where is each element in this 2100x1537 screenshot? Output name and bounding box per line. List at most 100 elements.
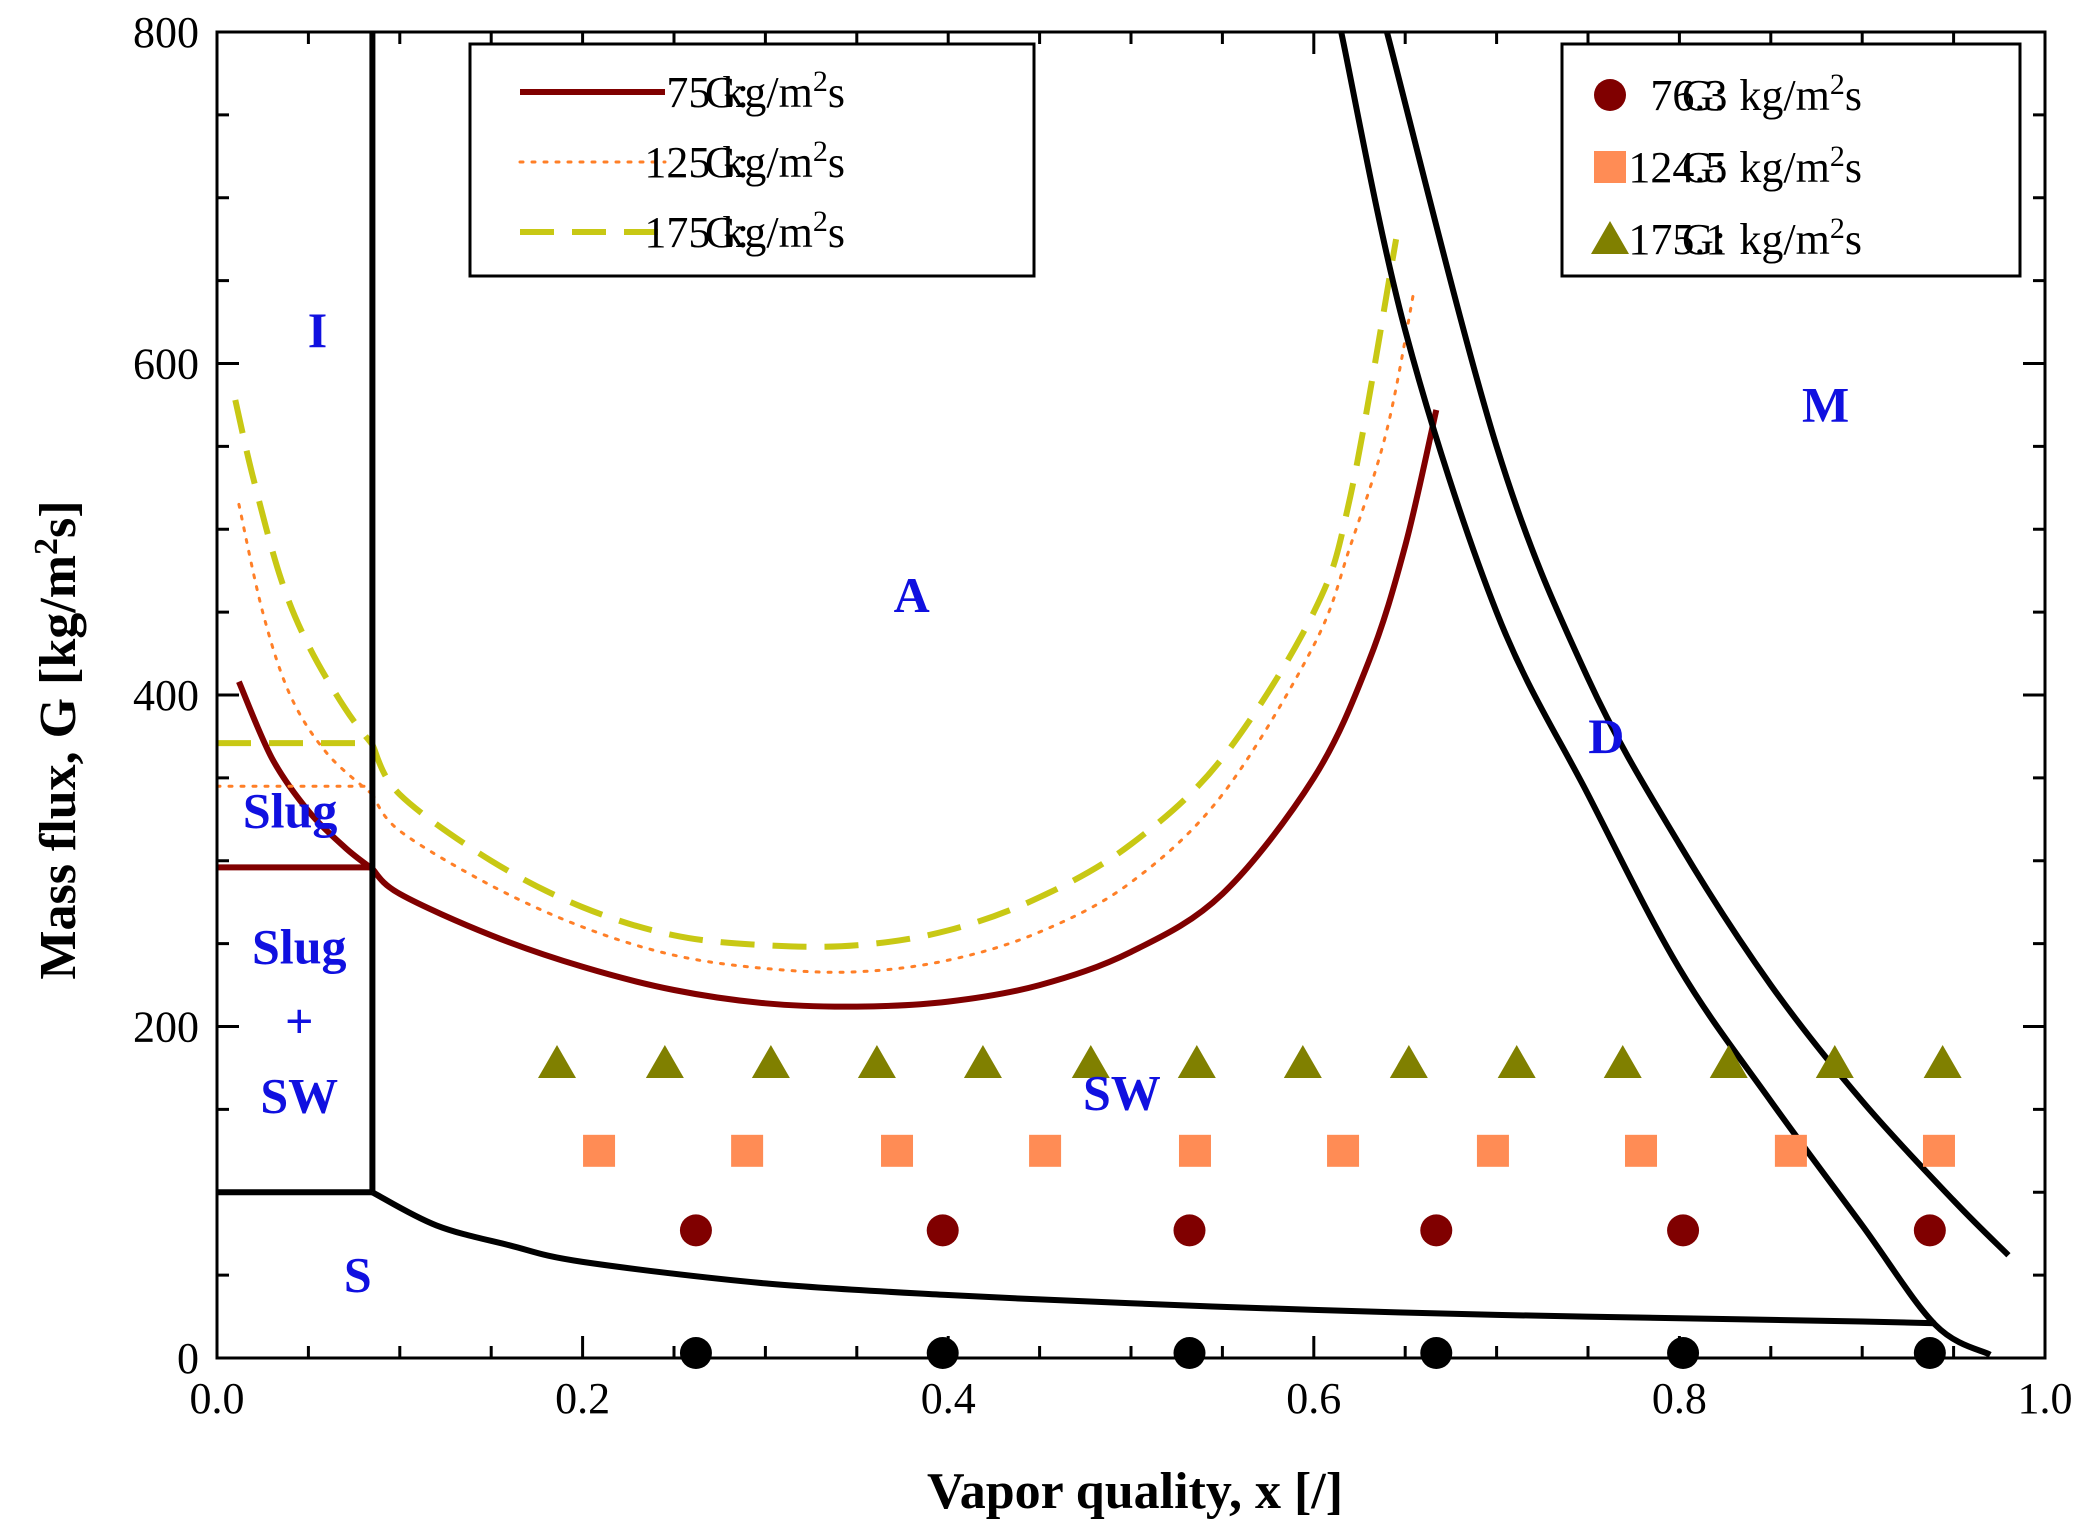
marker-legend-swatch-1 (1594, 151, 1626, 183)
line-legend-label-0-unit-sup: 2 (813, 65, 828, 98)
data-point-0-2 (1173, 1214, 1206, 1247)
line-legend-label-2-value: 175 (644, 208, 710, 257)
line-legend-label-1-prefix: G: (705, 138, 749, 187)
region-label-3: D (1588, 708, 1624, 764)
data-point-1-0 (583, 1134, 616, 1167)
region-label-0: I (308, 302, 327, 358)
line-legend-label-1-value: 125 (644, 138, 710, 187)
marker-legend-label-2-value: 175.1 (1628, 215, 1727, 264)
x-axis-title: Vapor quality, x [/] (927, 1463, 1343, 1520)
data-point-2-0 (538, 1044, 577, 1078)
line-legend-label-1-unit: kg/m (722, 138, 812, 187)
region-label-7: SW (260, 1068, 338, 1124)
y-tick-label-2: 400 (133, 671, 199, 720)
x-tick-label-3: 0.6 (1286, 1374, 1341, 1423)
x-tick-label-2: 0.4 (921, 1374, 976, 1423)
marker-legend-label-0-prefix: G: (1682, 71, 1726, 120)
data-point-2-1 (645, 1044, 684, 1078)
data-point-2-3 (857, 1044, 896, 1078)
data-point-1-4 (1178, 1134, 1211, 1167)
line-legend-label-2: G:175 kg/m2s (644, 205, 845, 258)
data-point-3-3 (1420, 1337, 1453, 1370)
line-legend-label-1-unit-tail: s (828, 138, 845, 187)
data-point-1-7 (1625, 1134, 1658, 1167)
data-point-3-0 (679, 1337, 712, 1370)
region-label-6: + (285, 993, 314, 1049)
y-axis-title: Mass flux, G [kg/m2s] (28, 500, 88, 979)
data-point-3-1 (926, 1337, 959, 1370)
data-point-2-8 (1389, 1044, 1428, 1078)
marker-legend-label-0-value: 76.3 (1650, 71, 1727, 120)
series-line-1 (236, 680, 375, 872)
region-label-5: Slug (252, 919, 347, 975)
series-line-4 (237, 502, 374, 796)
y-tick-label-4: 800 (133, 8, 199, 57)
line-legend-label-1: G:125 kg/m2s (644, 135, 845, 188)
x-tick-label-1: 0.2 (555, 1374, 610, 1423)
region-labels-layer: I A M D Slug Slug + SW SW S (243, 302, 1849, 1303)
data-point-1-5 (1327, 1134, 1360, 1167)
data-point-2-10 (1603, 1044, 1642, 1078)
series-layer (217, 32, 2011, 1358)
axes-layer: 0.0 0.2 0.4 0.6 0.8 1.0 0 200 400 600 800 (133, 8, 2073, 1423)
line-legend-box (468, 42, 1036, 278)
data-point-2-5 (1071, 1044, 1110, 1078)
marker-legend-label-0-unit-tail: s (1845, 71, 1862, 120)
marker-legend-label-2-unit-tail: s (1845, 215, 1862, 264)
line-legend-label-0-prefix: G: (705, 68, 749, 117)
region-label-1: A (894, 567, 930, 623)
marker-legend-box (1560, 42, 2022, 278)
line-legend-label-2-unit-tail: s (828, 208, 845, 257)
region-label-9: S (344, 1247, 372, 1303)
marker-legend-swatch-2 (1591, 221, 1629, 254)
marker-legend-label-1-unit-tail: s (1845, 143, 1862, 192)
marker-legend-label-2: G:175.1 kg/m2s (1628, 212, 1862, 265)
data-point-3-2 (1173, 1337, 1206, 1370)
data-point-2-12 (1815, 1044, 1854, 1078)
data-point-3-5 (1913, 1337, 1946, 1370)
line-legend-label-2-unit: kg/m (722, 208, 812, 257)
region-label-8: SW (1083, 1064, 1161, 1120)
y-tick-label-0: 0 (177, 1334, 199, 1383)
marker-legend-label-2-unit: kg/m (1739, 215, 1829, 264)
data-point-0-3 (1420, 1214, 1453, 1247)
data-point-2-7 (1283, 1044, 1322, 1078)
data-point-2-2 (751, 1044, 790, 1078)
line-legend-label-0-value: 75 (666, 68, 710, 117)
data-point-0-1 (926, 1214, 959, 1247)
series-line-6 (369, 238, 1400, 950)
x-tick-label-0: 0.0 (190, 1374, 245, 1423)
y-tick-label-3: 600 (133, 340, 199, 389)
series-line-0 (370, 409, 1440, 1010)
marker-legend-label-1-unit-sup: 2 (1830, 140, 1845, 173)
line-legend-label-0-unit: kg/m (722, 68, 812, 117)
line-legend-label-0: G:75 kg/m2s (666, 65, 845, 118)
data-point-2-9 (1497, 1044, 1536, 1078)
line-legend-label-2-prefix: G: (705, 208, 749, 257)
x-tick-label-4: 0.8 (1652, 1374, 1707, 1423)
x-tick-label-5: 1.0 (2018, 1374, 2073, 1423)
data-point-0-0 (679, 1214, 712, 1247)
data-point-1-3 (1029, 1134, 1062, 1167)
marker-legend-label-2-unit-sup: 2 (1830, 212, 1845, 245)
y-tick-label-1: 200 (133, 1003, 199, 1052)
marker-legend-label-1: G:124.5 kg/m2s (1628, 140, 1862, 193)
series-line-11 (371, 1189, 1936, 1327)
data-point-0-4 (1667, 1214, 1700, 1247)
data-point-2-4 (963, 1044, 1002, 1078)
data-point-1-1 (731, 1134, 764, 1167)
data-point-2-6 (1177, 1044, 1216, 1078)
line-legend-label-0-unit-tail: s (828, 68, 845, 117)
region-label-2: M (1802, 377, 1849, 433)
series-line-7 (232, 399, 375, 747)
line-legend-label-2-unit-sup: 2 (813, 205, 828, 238)
y-axis-title-tail: s] (30, 500, 87, 538)
y-axis-title-main: Mass flux, G [kg/m (30, 555, 87, 980)
series-line-12 (1338, 32, 1992, 1358)
data-point-1-2 (881, 1134, 914, 1167)
data-point-2-11 (1709, 1044, 1748, 1078)
data-point-1-6 (1476, 1134, 1509, 1167)
marker-legend-label-0-unit-sup: 2 (1830, 68, 1845, 101)
